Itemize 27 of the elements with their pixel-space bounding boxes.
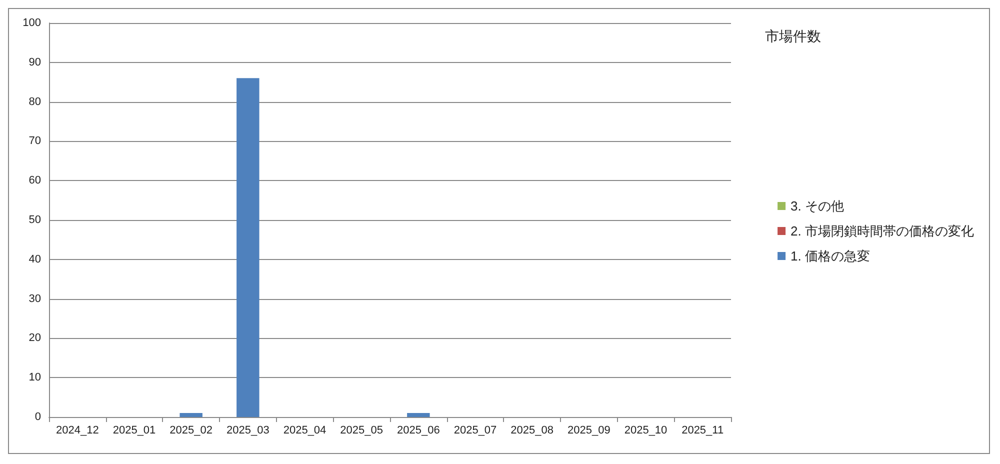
y-tick-label: 60 [28, 174, 41, 187]
x-tick-label: 2025_09 [568, 424, 610, 436]
legend-title: 市場件数 [765, 28, 821, 44]
x-tick-label: 2025_01 [112, 424, 156, 436]
y-tick-label: 20 [28, 332, 41, 344]
legend-label: 3. その他 [790, 198, 844, 214]
x-tick-label: 2025_07 [454, 424, 497, 436]
y-tick-label: 50 [28, 214, 41, 226]
y-tick-label: 90 [28, 56, 41, 68]
x-tick-label: 2024_12 [56, 424, 99, 436]
y-tick-label: 80 [28, 96, 41, 108]
x-tick-label: 2025_05 [340, 424, 383, 436]
y-tick-label: 10 [28, 372, 41, 384]
x-tick-label: 2025_03 [226, 424, 270, 436]
legend-label: 2. 市場閉鎖時間帯の価格の変化 [790, 224, 974, 238]
x-tick-label: 2025_04 [283, 424, 326, 436]
legend-label: 1. 価格の急変 [790, 248, 870, 264]
x-tick-label: 2025_06 [397, 424, 440, 436]
x-tick-label: 2025_10 [624, 424, 668, 436]
y-tick-label: 40 [28, 253, 41, 266]
y-tick-label: 70 [28, 135, 41, 148]
x-tick-label: 2025_11 [682, 424, 724, 436]
x-tick-label: 2025_02 [170, 424, 212, 436]
x-tick-label: 2025_08 [510, 424, 554, 436]
y-tick-label: 100 [22, 17, 41, 29]
y-tick-label: 30 [28, 292, 41, 305]
y-tick-label: 0 [34, 411, 41, 423]
